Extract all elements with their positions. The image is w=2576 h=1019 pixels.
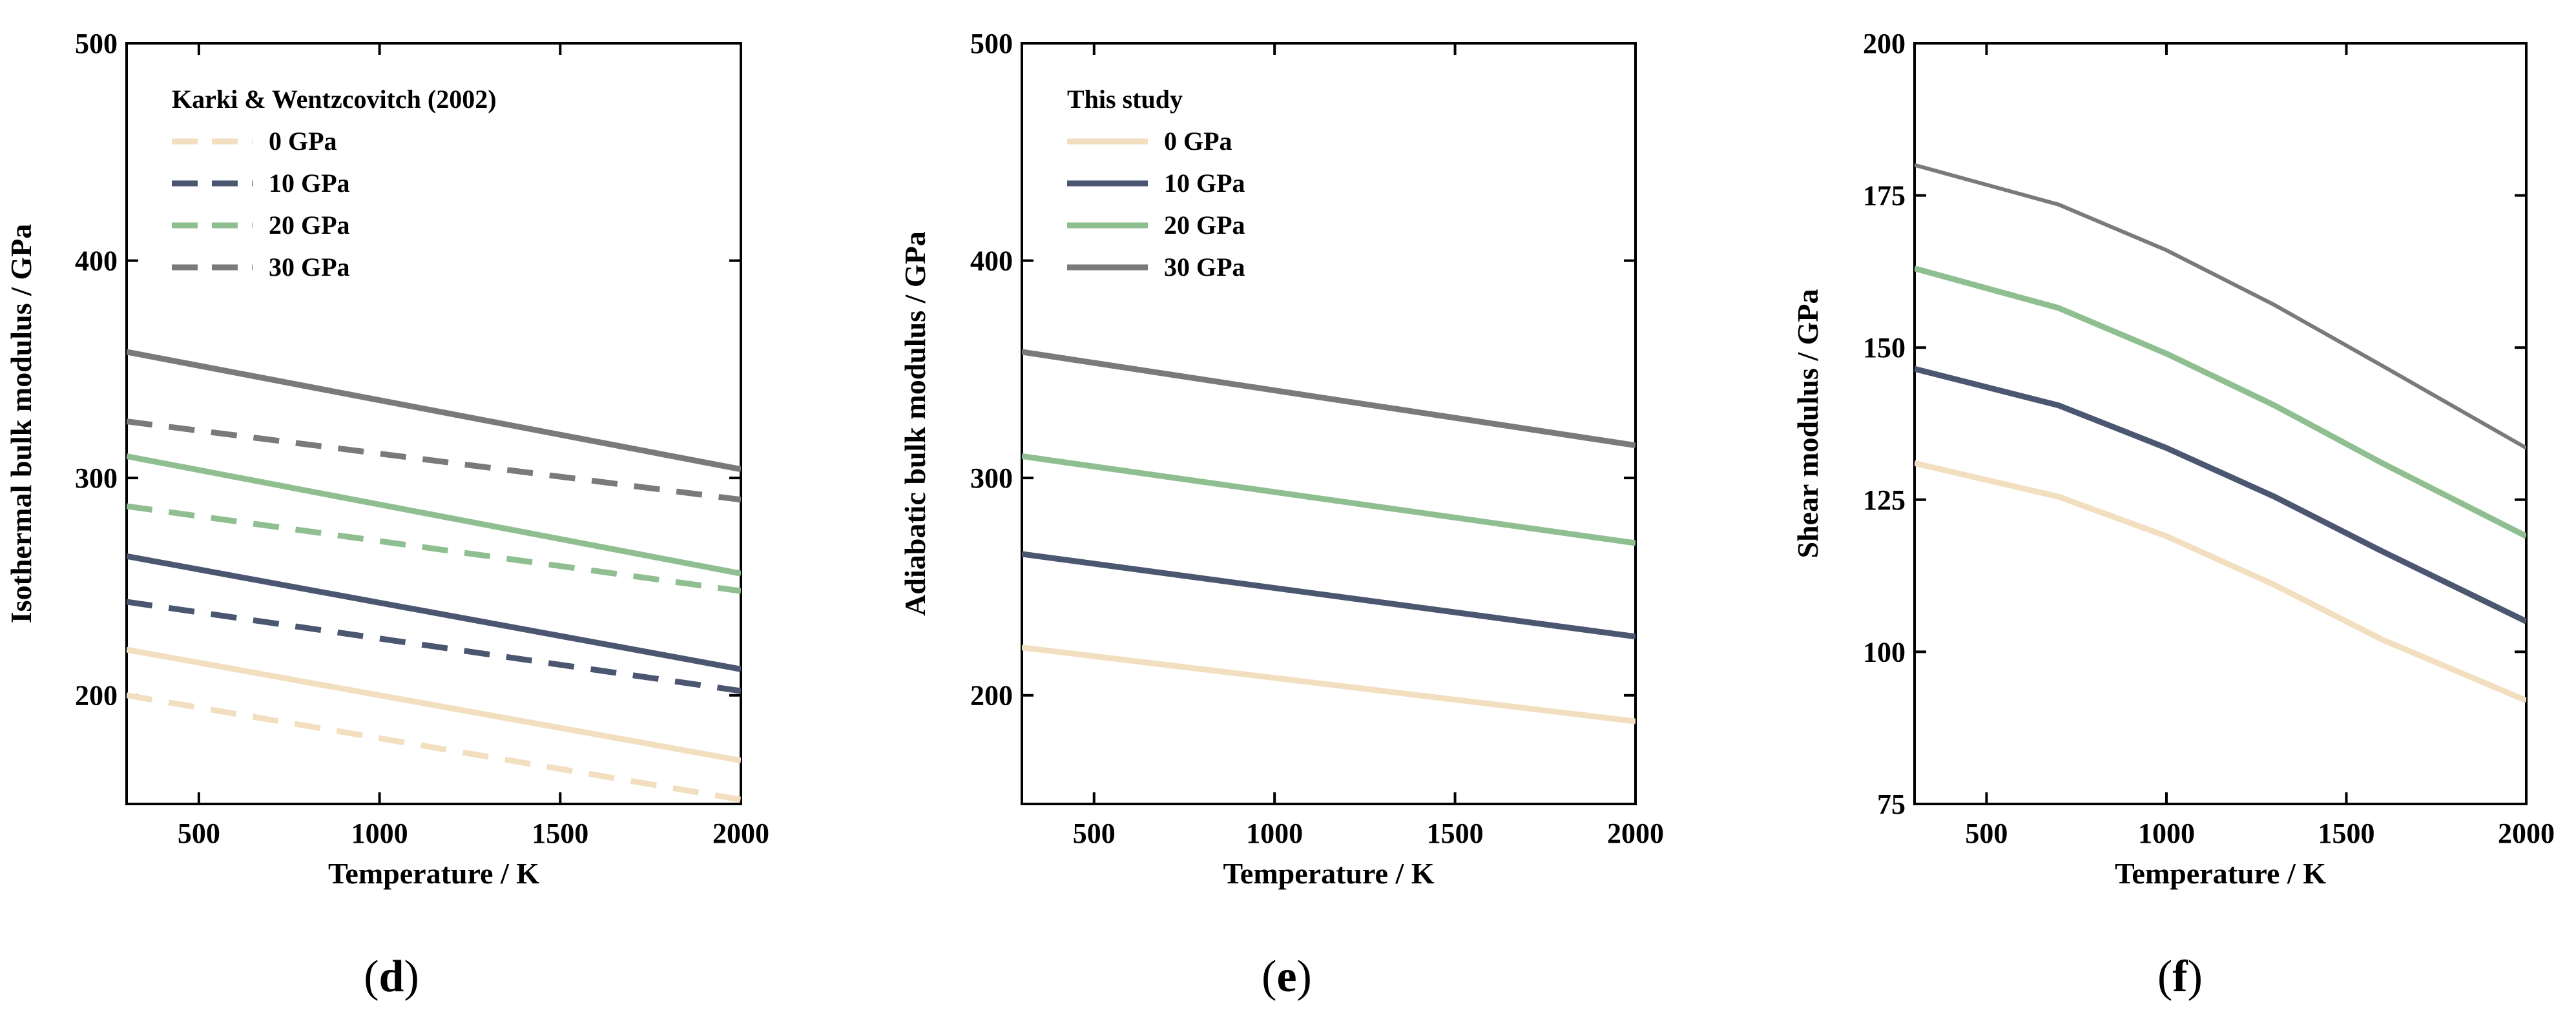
series-line-20-gpa [1022, 453, 1636, 546]
panel-paren-open: ( [1262, 952, 1276, 1002]
series-line-10-gpa [1022, 551, 1636, 640]
legend-label: 10 GPa [1164, 169, 1245, 198]
y-tick-label: 200 [1863, 28, 1906, 59]
series-line-0-gpa [127, 646, 741, 764]
series-line-30-gpa [1915, 163, 2526, 450]
series-line-10-gpa-dashed [127, 599, 741, 694]
y-tick-label: 150 [1863, 332, 1906, 364]
x-tick-label: 500 [1073, 818, 1116, 849]
series-line-10-gpa [1915, 365, 2526, 624]
panel-paren-open: ( [2157, 952, 2172, 1002]
legend-title: Karki & Wentzcovitch (2002) [172, 85, 497, 114]
panel-e: 500 1000 1500 2000 200 300 400 500 Temperature /… [898, 28, 1664, 1002]
series-group [127, 349, 741, 803]
y-tick-label: 100 [1863, 636, 1906, 668]
y-tick-label: 75 [1877, 788, 1906, 820]
y-tick-label: 200 [970, 680, 1013, 712]
y-tick-label: 400 [75, 245, 118, 277]
y-tick-label: 400 [970, 245, 1013, 277]
series-line-30-gpa-dashed [127, 418, 741, 503]
y-tick-label: 200 [75, 680, 118, 712]
legend-label: 20 GPa [1164, 211, 1245, 240]
x-tick-label: 2000 [1607, 818, 1664, 849]
panel-label: (f) [2157, 952, 2203, 1002]
series-line-20-gpa-dashed [127, 503, 741, 594]
legend-label: 30 GPa [1164, 252, 1245, 282]
y-tick-label: 500 [970, 28, 1013, 59]
legend-label: 0 GPa [1164, 127, 1232, 156]
series-line-20-gpa [1915, 265, 2526, 539]
series-group [1915, 163, 2526, 703]
y-tick-label: 300 [970, 462, 1013, 494]
panel-letter: d [379, 952, 404, 1002]
legend-label: 10 GPa [269, 169, 350, 198]
plot-frame [1913, 42, 2528, 805]
y-tick-label: 500 [75, 28, 118, 59]
legend-label: 20 GPa [269, 211, 350, 240]
panel-paren-close: ) [2188, 952, 2203, 1002]
panel-label: (d) [364, 952, 419, 1002]
y-tick-label: 300 [75, 462, 118, 494]
panel-f: 500 1000 1500 2000 75 100 125 150 175 200 Temperat… [1791, 28, 2555, 1002]
x-tick-label: 500 [1965, 818, 2008, 849]
panel-letter: e [1276, 952, 1296, 1002]
y-tick-label: 125 [1863, 484, 1906, 516]
panel-paren-close: ) [404, 952, 419, 1002]
y-tick-label: 175 [1863, 180, 1906, 212]
legend-title: This study [1067, 85, 1183, 114]
series-line-0-gpa [1915, 460, 2526, 703]
panel-label: (e) [1262, 952, 1312, 1002]
series-line-0-gpa-dashed [127, 692, 741, 803]
x-axis-label: Temperature / K [328, 857, 539, 890]
x-tick-label: 1000 [1246, 818, 1303, 849]
plot-frame [1021, 42, 1637, 805]
x-tick-label: 500 [178, 818, 220, 849]
series-line-0-gpa [1022, 644, 1636, 725]
y-axis-label: Adiabatic bulk modulus / GPa [898, 231, 931, 616]
x-axis-label: Temperature / K [1223, 857, 1434, 890]
series-line-30-gpa [1022, 349, 1636, 449]
panel-letter: f [2172, 952, 2188, 1002]
x-axis-label: Temperature / K [2115, 857, 2326, 890]
x-tick-label: 1500 [532, 818, 588, 849]
legend-label: 30 GPa [269, 252, 350, 282]
series-line-10-gpa [127, 553, 741, 672]
panel-paren-open: ( [364, 952, 379, 1002]
x-tick-label: 2000 [712, 818, 769, 849]
panel-d: 500 1000 1500 2000 200 300 400 500 Temperature /… [5, 28, 769, 1002]
y-axis-label: Shear modulus / GPa [1791, 289, 1824, 558]
x-tick-label: 2000 [2498, 818, 2555, 849]
x-tick-label: 1000 [351, 818, 408, 849]
legend-label: 0 GPa [269, 127, 337, 156]
panel-paren-close: ) [1297, 952, 1312, 1002]
x-tick-label: 1500 [2318, 818, 2374, 849]
series-group [1022, 349, 1636, 725]
x-tick-label: 1500 [1427, 818, 1484, 849]
series-line-20-gpa [127, 453, 741, 577]
x-tick-label: 1000 [2138, 818, 2195, 849]
series-line-30-gpa [127, 349, 741, 473]
y-axis-label: Isothermal bulk modulus / GPa [5, 224, 37, 624]
plot-frame [125, 42, 742, 805]
